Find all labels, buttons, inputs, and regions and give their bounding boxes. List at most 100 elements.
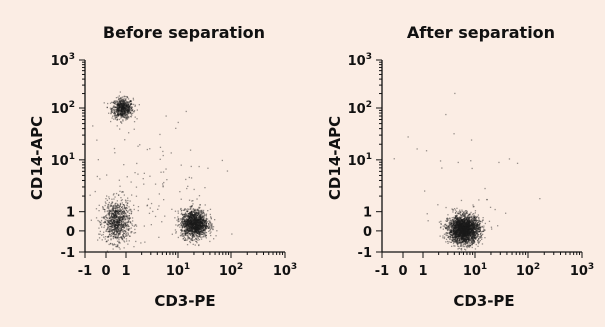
data-point [455,233,458,236]
data-point [117,113,119,116]
data-point [187,215,190,217]
data-point [456,220,458,222]
data-point [474,232,476,234]
data-point [469,234,471,237]
data-point [465,232,467,234]
data-point [197,228,199,230]
data-point [109,220,111,222]
data-point [129,108,131,110]
data-point [188,225,190,227]
data-point [115,219,117,221]
data-point [111,222,114,224]
data-point [461,220,463,223]
data-point [199,224,201,226]
data-point [458,222,461,224]
data-point [467,234,469,236]
data-point [109,227,111,230]
data-point [203,229,205,231]
data-point [475,226,477,229]
data-point [194,217,196,219]
data-point [191,223,194,225]
data-point [449,231,451,234]
data-point [196,232,199,234]
data-point [201,222,203,224]
data-point [121,225,123,227]
data-point [468,214,470,216]
data-point [114,223,116,225]
data-point [150,202,153,205]
data-point [191,232,193,234]
data-point [103,226,105,229]
data-point [467,244,469,246]
data-point [187,229,189,231]
data-point [96,175,98,178]
data-point [460,231,462,233]
data-point [123,204,125,206]
data-point [122,217,124,219]
data-point [114,211,116,213]
data-point [460,241,462,243]
data-point [126,116,129,118]
data-point [464,221,466,223]
data-point [186,232,188,234]
data-point [129,208,131,210]
data-point [185,218,187,220]
data-point [464,241,466,244]
data-point [109,229,111,231]
data-point [471,224,473,227]
data-point [202,224,205,226]
data-point [198,227,200,229]
data-point [197,225,199,227]
data-point [453,239,456,241]
data-point [120,102,122,104]
data-point [454,232,456,234]
data-point [113,222,116,224]
data-point [196,222,198,224]
data-point [119,219,121,222]
data-point [205,227,207,229]
data-point [196,222,198,224]
data-point [122,208,124,211]
data-point [203,221,206,224]
data-point [199,224,201,226]
data-point [126,106,128,108]
data-point [191,233,193,235]
data-point [116,216,118,219]
data-point [476,222,479,224]
data-point [120,106,122,108]
data-point [103,216,105,219]
data-point [464,227,467,229]
data-point [118,229,121,232]
data-point [456,222,458,224]
data-point [450,241,453,243]
data-point [200,221,202,223]
data-point [108,236,110,238]
data-point [127,229,129,231]
data-point [472,229,474,231]
data-point [478,219,480,221]
data-point [184,223,187,225]
data-point [467,225,470,227]
data-point [186,220,188,222]
data-point [184,220,186,222]
data-point [116,244,118,246]
data-point [465,236,468,238]
data-point [202,227,204,229]
data-point [119,211,122,213]
data-point [455,223,457,226]
data-point [198,218,200,221]
data-point [120,105,122,107]
data-point [120,97,123,99]
data-point [197,218,199,220]
data-point [124,139,126,141]
data-point [209,220,211,222]
data-point [196,225,198,227]
data-point [108,219,110,221]
data-point [463,220,465,223]
data-point [198,224,200,226]
data-point [119,110,121,112]
data-point [118,225,120,227]
data-point [202,226,204,228]
data-point [471,230,473,233]
data-point [198,216,200,218]
